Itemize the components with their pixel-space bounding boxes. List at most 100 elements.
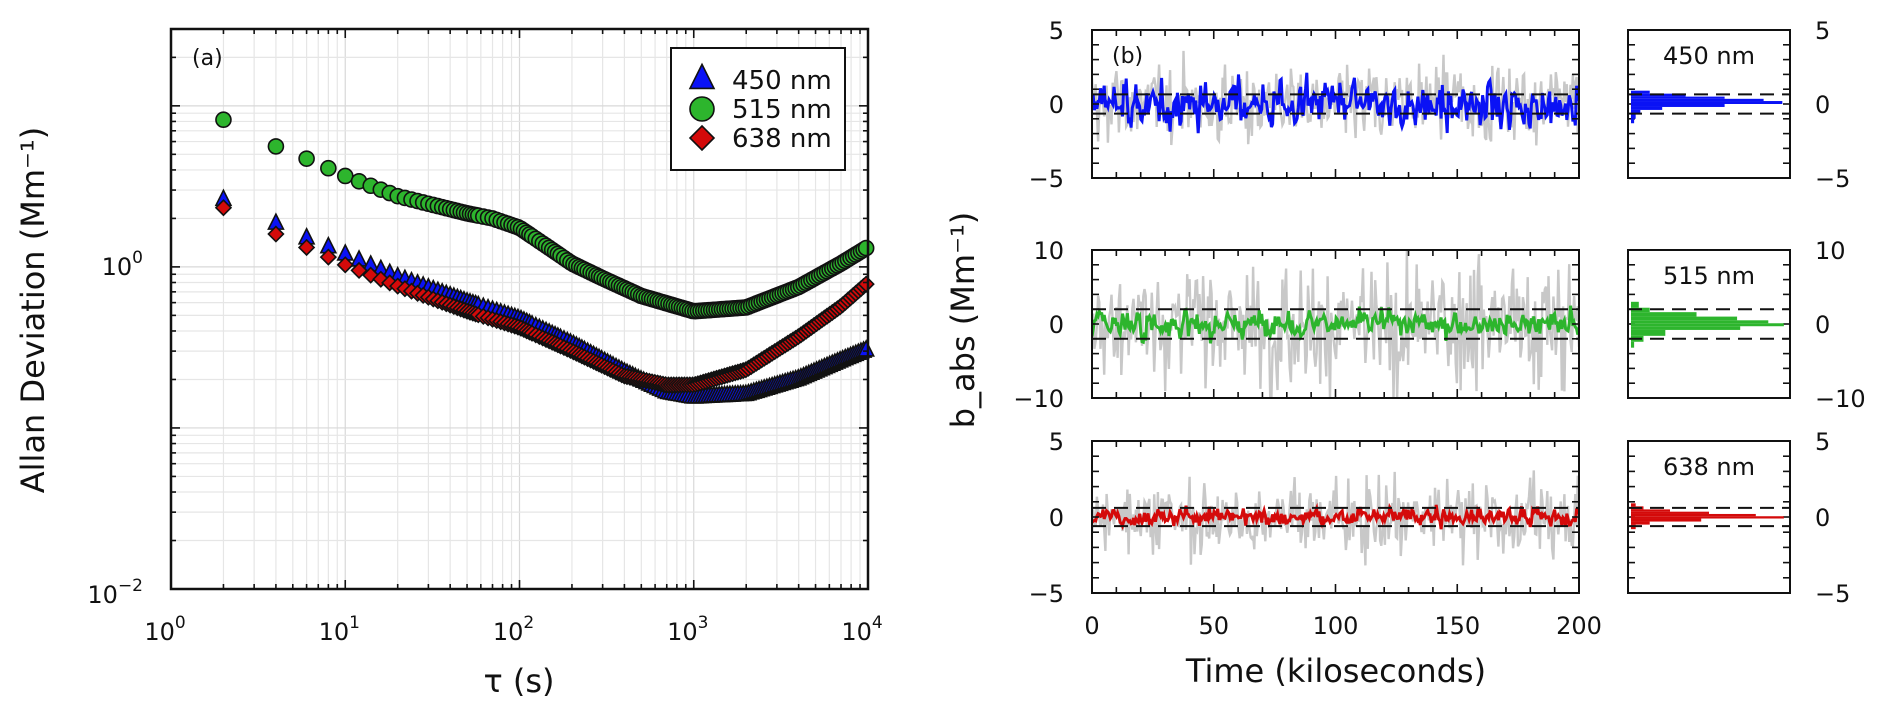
series-638-nm (214, 199, 875, 394)
smoothed-signal-line (1092, 502, 1579, 531)
y-tick-label: 100 (102, 248, 143, 281)
tick-base: 10 (87, 581, 118, 609)
y-tick-label: 5 (1049, 428, 1064, 456)
histogram-bar (1631, 101, 1783, 104)
y-tick-label-right: 0 (1815, 311, 1830, 339)
panel-a-label: (a) (192, 46, 223, 71)
y-tick-label: 0 (1049, 504, 1064, 532)
data-point-circle (320, 159, 337, 177)
tick-base: 10 (144, 618, 175, 646)
y-tick-label: 10 (1033, 237, 1064, 265)
time-series-area (1092, 470, 1579, 566)
histogram-bar (1631, 326, 1741, 330)
histogram-bar (1631, 98, 1764, 102)
x-tick-label: 102 (493, 613, 534, 646)
data-point-diamond (214, 199, 233, 217)
tick-base: 10 (493, 618, 524, 646)
panel-b-label: (b) (1112, 44, 1143, 69)
tick-base: 10 (102, 253, 133, 281)
panel-a-x-axis-title: τ (s) (483, 662, 554, 700)
data-point-circle (336, 167, 354, 185)
y-tick-label: −10 (1013, 385, 1064, 413)
legend-marker-circle (689, 96, 715, 122)
y-tick-label: −5 (1029, 165, 1064, 193)
legend-label: 515 nm (732, 95, 832, 125)
histogram-title: 638 nm (1663, 453, 1755, 481)
panel-b-y-axis-title: b_abs (Mm⁻¹) (944, 212, 982, 429)
histogram-bar (1631, 341, 1635, 348)
histogram-frame (1627, 29, 1791, 179)
histogram-bar (1631, 511, 1709, 514)
data-point-diamond (267, 225, 285, 243)
x-tick-label: 150 (1434, 612, 1480, 640)
histogram-bar (1631, 109, 1641, 115)
y-tick-label-right: −5 (1815, 165, 1850, 193)
histogram-bar (1631, 90, 1650, 94)
histogram-bar (1631, 516, 1784, 519)
histogram (1631, 90, 1783, 124)
y-tick-label: 0 (1049, 91, 1064, 119)
histogram-bar (1631, 329, 1666, 336)
histogram-bar (1631, 320, 1769, 324)
histogram-bar (1631, 96, 1725, 99)
y-tick-label-right: 0 (1815, 91, 1830, 119)
smoothed-signal-line (1092, 305, 1579, 345)
y-tick-label-right: 5 (1815, 17, 1830, 45)
x-tick-label: 103 (667, 613, 708, 646)
data-point-diamond (372, 270, 390, 288)
histogram-bar (1631, 316, 1738, 321)
histogram-bar (1631, 503, 1636, 507)
panel-b-x-axis-title: Time (kiloseconds) (1185, 652, 1486, 690)
x-tick-label: 100 (1313, 612, 1359, 640)
subplot-515-nm: 10 10 0 0 −10 −10 515 nm (1013, 237, 1865, 413)
histogram-frame (1627, 249, 1791, 399)
y-tick-label-right: 0 (1815, 504, 1830, 532)
panel-a-y-axis-title: Allan Deviation (Mm⁻¹) (14, 127, 52, 493)
data-point-diamond (336, 256, 354, 274)
y-tick-label-right: 10 (1815, 237, 1846, 265)
y-tick-label-right: −5 (1815, 580, 1850, 608)
data-point-circle (298, 150, 315, 167)
histogram-bar (1631, 118, 1635, 124)
histogram-bar (1631, 114, 1636, 119)
data-point-diamond (350, 261, 368, 280)
histogram-frame (1627, 440, 1791, 594)
x-tick-label: 100 (144, 613, 185, 646)
tick-exponent: 4 (872, 613, 883, 633)
histogram-title: 515 nm (1663, 262, 1755, 290)
histogram-bar (1631, 104, 1725, 107)
tick-exponent: 0 (132, 248, 143, 268)
tick-exponent: 0 (175, 613, 186, 633)
subplot-638-nm: 5 5 0 0 −5 −5 638 nm (1029, 428, 1851, 608)
time-series-area (1092, 50, 1579, 146)
histogram-bar (1631, 323, 1784, 327)
y-tick-label-right: 5 (1815, 428, 1830, 456)
histogram-bar (1631, 301, 1639, 308)
legend-marker-triangle (688, 62, 716, 90)
legend-marker-diamond (688, 124, 716, 152)
histogram-bar (1631, 509, 1670, 512)
tick-base: 10 (667, 618, 698, 646)
panel-a-ticks (170, 28, 868, 590)
histogram-bar (1631, 521, 1650, 525)
tick-exponent: −2 (118, 576, 143, 596)
y-tick-label: 5 (1049, 17, 1064, 45)
panel-a-data-points (214, 111, 875, 404)
data-point-diamond (297, 238, 316, 257)
y-tick-label-right: −10 (1815, 385, 1866, 413)
tick-exponent: 2 (523, 613, 534, 633)
tick-exponent: 1 (349, 613, 360, 633)
tick-base: 10 (841, 618, 872, 646)
data-point-triangle (857, 339, 875, 357)
x-tick-label: 101 (319, 613, 360, 646)
histogram-bar (1631, 513, 1756, 517)
histogram-bar (1631, 312, 1697, 317)
data-point-diamond (319, 248, 337, 266)
subplot-450-nm: 5 5 0 0 −5 −5 450 nm (1029, 17, 1851, 193)
x-tick-label: 50 (1198, 612, 1229, 640)
x-tick-label: 200 (1556, 612, 1602, 640)
